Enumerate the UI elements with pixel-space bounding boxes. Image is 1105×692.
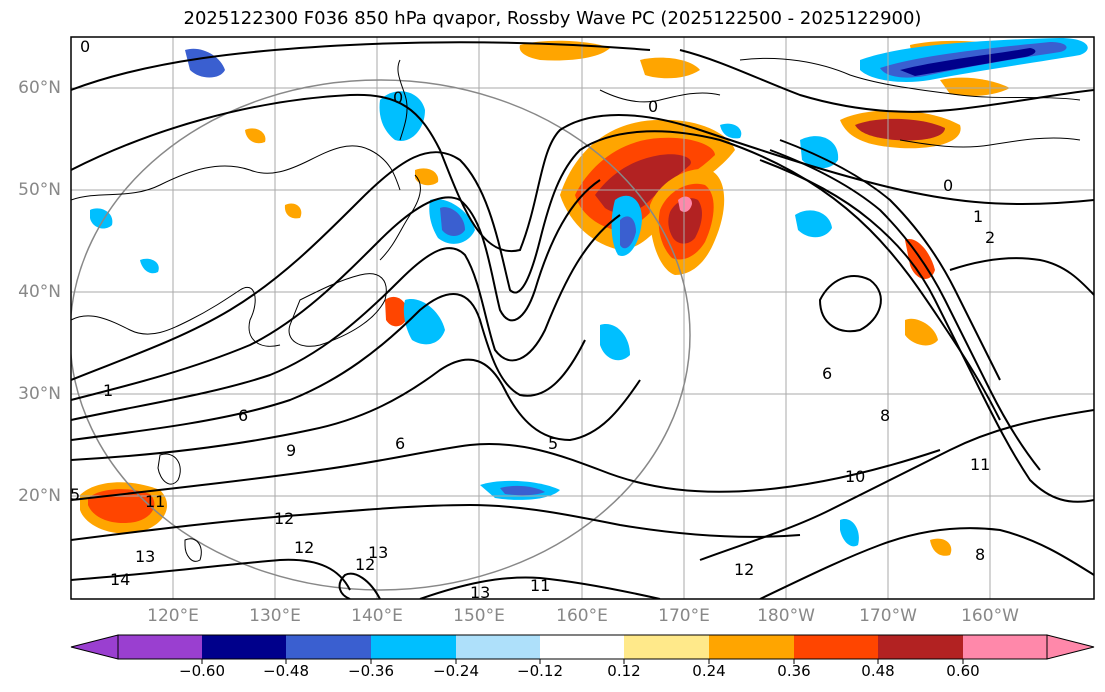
colorbar-tick-label: 0.12 [607, 662, 641, 680]
contour-label: 12 [355, 555, 375, 574]
coastlines [71, 57, 1081, 562]
contour-label: 8 [880, 406, 890, 425]
contour-label: 0 [943, 176, 953, 195]
lon-label: 140°E [351, 606, 403, 626]
contour-label: 0 [648, 97, 658, 116]
colorbar-segment [624, 635, 709, 659]
lat-label: 20°N [18, 486, 61, 506]
colorbar-segment [709, 635, 794, 659]
colorbar-tick-label: −0.48 [263, 662, 309, 680]
distance-circle [71, 79, 691, 591]
lon-label: 120°E [147, 606, 199, 626]
lat-label: 40°N [18, 282, 61, 302]
colorbar-segment [371, 635, 456, 659]
contour-label: 6 [822, 364, 832, 383]
colorbar-segment [794, 635, 878, 659]
colorbar-frame [117, 634, 1048, 660]
colorbar-tick-label: −0.60 [179, 662, 225, 680]
colorbar-tick-label: 0.36 [777, 662, 811, 680]
lon-label: 180°W [757, 606, 815, 626]
colorbar-tick-label: 0.24 [692, 662, 726, 680]
colorbar-tick-label: −0.24 [433, 662, 479, 680]
contour-label: 10 [845, 467, 865, 486]
colorbar-segment [118, 635, 202, 659]
colorbar-segment [286, 635, 371, 659]
contour-label: 1 [973, 207, 983, 226]
colorbar-extend-low [70, 634, 119, 660]
contour-label: 13 [470, 583, 490, 602]
lon-label: 170°W [859, 606, 917, 626]
qvapor-shading [80, 38, 1088, 556]
contour-label: 12 [294, 538, 314, 557]
lon-label: 150°E [453, 606, 505, 626]
colorbar-segment [878, 635, 963, 659]
map-title: 2025122300 F036 850 hPa qvapor, Rossby W… [183, 8, 922, 29]
contour-label-group: 0 0 0 0 1 2 1 6 6 9 5 6 8 10 11 11 12 12… [70, 37, 995, 602]
contour-label: 6 [395, 434, 405, 453]
lat-label: 50°N [18, 180, 61, 200]
contour-label: 5 [548, 434, 558, 453]
contour-label: 12 [274, 509, 294, 528]
contour-label: 13 [135, 547, 155, 566]
contour-label: 2 [985, 228, 995, 247]
lon-label: 130°E [249, 606, 301, 626]
contour-label: 0 [80, 37, 90, 56]
colorbar-segment [456, 635, 540, 659]
contour-label: 13 [368, 543, 388, 562]
colorbar-segment [963, 635, 1047, 659]
colorbar-segment [540, 635, 624, 659]
contour-label: 14 [110, 570, 130, 589]
colorbar-tick-label: 0.60 [946, 662, 980, 680]
contour-label: 0 [393, 88, 403, 107]
contour-label: 9 [286, 441, 296, 460]
contour-label: 11 [530, 576, 550, 595]
colorbar-tick-label: −0.12 [517, 662, 563, 680]
contour-label: 1 [103, 381, 113, 400]
contour-label: 12 [734, 560, 754, 579]
contour-label: 8 [975, 545, 985, 564]
contour-label: 6 [238, 406, 248, 425]
colorbar-tick-label: 0.48 [861, 662, 895, 680]
lon-label: 160°E [556, 606, 608, 626]
contour-label: 11 [970, 455, 990, 474]
lat-label: 30°N [18, 384, 61, 404]
colorbar-segment [202, 635, 286, 659]
lon-label: 170°E [658, 606, 710, 626]
lat-label: 60°N [18, 78, 61, 98]
colorbar-extend-high [1046, 634, 1095, 660]
map-frame [70, 36, 1095, 600]
contours [71, 41, 1094, 599]
colorbar-tick-label: −0.36 [348, 662, 394, 680]
contour-label: 11 [145, 492, 165, 511]
lon-label: 160°W [961, 606, 1019, 626]
colorbar [70, 634, 1095, 664]
contour-label: 5 [70, 485, 80, 504]
